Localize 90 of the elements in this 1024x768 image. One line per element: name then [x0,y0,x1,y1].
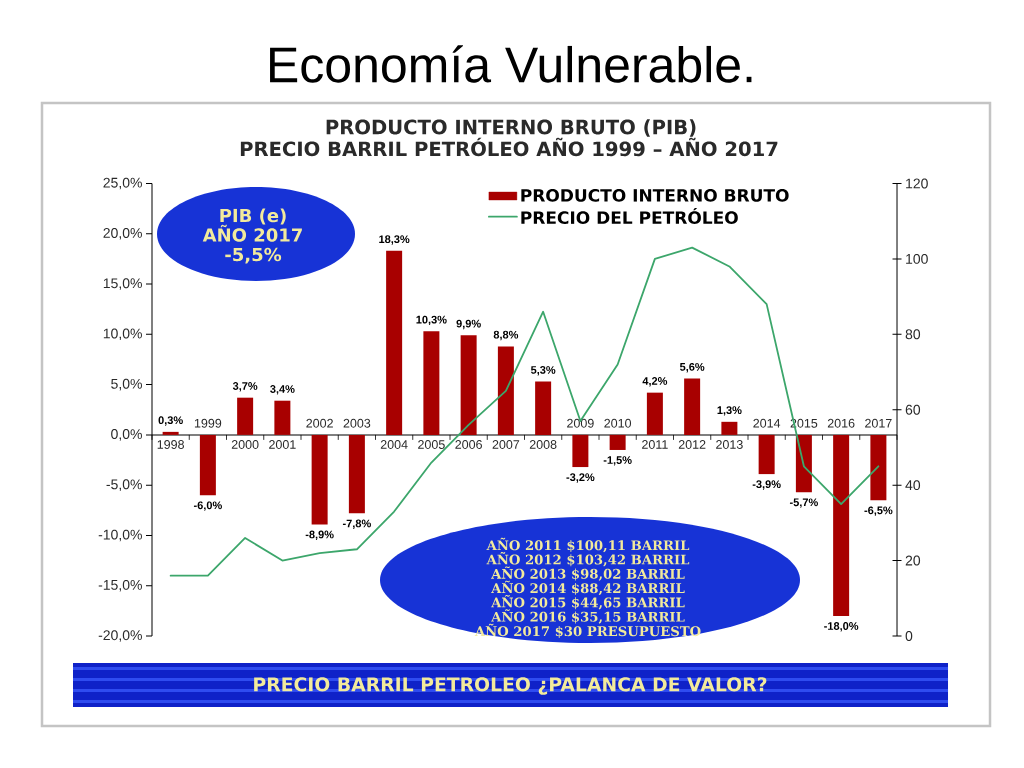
data-label: 4,2% [642,377,668,387]
bar [162,431,179,435]
data-label: -8,9% [305,530,334,540]
bar [684,378,701,435]
legend-label: PRODUCTO INTERNO BRUTO [521,188,789,202]
x-tick-label: 1999 [194,418,222,428]
y2-tick-label: 0 [905,631,913,641]
data-label: -7,8% [342,519,371,529]
data-label: -6,0% [193,501,222,511]
bar [609,434,626,450]
data-label: 3,7% [232,382,258,392]
data-label: 5,6% [679,363,705,373]
data-label: 9,9% [456,319,481,330]
annotation: AÑO 2011 $100,11 BARRIL [486,537,690,553]
y-tick-label: -15,0% [98,579,142,592]
x-tick-label: 2009 [567,418,594,428]
data-label: -5,7% [789,498,818,508]
bar [274,400,291,435]
bar [795,434,812,493]
y2-tick-label: 80 [905,329,921,340]
annotation: AÑO 2017 $30 PRESUPUESTO [474,623,701,638]
data-label: 0,3% [158,416,183,426]
bar [348,434,365,514]
annotation: AÑO 2013 $98,02 BARRIL [491,566,685,581]
data-label: -1,5% [603,456,632,466]
y2-tick-label: 40 [905,480,921,491]
y-tick-label: 5,0% [111,378,142,391]
annotation: AÑO 2015 $44,65 BARRIL [491,594,685,610]
x-tick-label: 2001 [269,440,296,449]
data-label: -18,0% [824,622,859,632]
x-tick-label: 2014 [753,418,781,428]
y-tick-label: -5,0% [106,479,142,491]
x-tick-label: 2010 [604,418,632,428]
x-tick-label: 2011 [642,440,668,449]
x-tick-label: 2007 [492,440,520,449]
y2-tick-label: 120 [906,178,928,189]
x-tick-label: 2000 [231,440,259,449]
x-tick-label: 2012 [678,440,706,449]
data-label: 1,3% [717,406,742,416]
bar [311,434,328,525]
bar [833,434,850,616]
annotation: PIB (e) AÑO 2017 -5,5% [202,208,302,264]
y-tick-label: 15,0% [103,278,142,290]
y2-tick-label: 20 [905,555,921,566]
chart-title: Economía Vulnerable. [270,45,752,83]
bar [758,434,775,475]
data-label: 8,8% [493,330,519,341]
bar [721,421,738,435]
x-tick-label: 2017 [865,418,892,428]
x-tick-label: 2002 [306,418,333,428]
x-tick-label: 2005 [418,440,445,449]
data-label: 3,4% [270,385,295,395]
bar [497,346,514,435]
y2-tick-label: 60 [905,404,921,415]
data-label: -3,9% [752,480,781,490]
data-label: -6,5% [864,506,893,516]
annotation: AÑO 2012 $103,42 BARRIL [486,552,690,567]
bar [386,250,403,435]
annotation: AÑO 2014 $88,42 BARRIL [491,580,685,596]
bar [572,434,589,468]
bar [870,434,887,501]
bar [423,331,440,435]
y-tick-label: -10,0% [98,529,142,542]
x-tick-label: 2004 [380,440,408,449]
x-tick-label: 2003 [343,418,371,428]
legend-label: PRECIO DEL PETRÓLEO [521,208,738,225]
bar [535,381,552,435]
x-tick-label: 2016 [827,418,855,428]
y-tick-label: 25,0% [103,177,142,190]
y2-tick-label: 100 [906,253,928,264]
data-label: 10,3% [416,315,447,326]
x-tick-label: 1998 [157,440,184,449]
chart-subtitle: PRODUCTO INTERNO BRUTO (PIB) [326,119,696,137]
x-tick-label: 2006 [455,440,482,449]
y-tick-label: -20,0% [98,630,142,642]
bar [460,335,477,435]
annotation: AÑO 2016 $35,15 BARRIL [491,609,685,624]
bar [199,434,216,496]
text: PRECIO BARRIL PETRÓLEO AÑO 1999 – AÑO 2017 [240,137,778,157]
data-label: 18,3% [379,235,410,245]
y-tick-label: 10,0% [103,328,142,341]
y-tick-label: 0,0% [111,429,142,441]
x-tick-label: 2013 [716,440,743,449]
data-label: -3,2% [566,473,595,483]
bar [646,392,663,435]
y-tick-label: 20,0% [103,227,142,240]
x-tick-label: 2008 [529,440,557,449]
data-label: 5,3% [530,366,556,376]
bar [237,397,254,435]
text: PRECIO BARRIL PETROLEO ¿PALANCA DE VALOR? [254,677,767,695]
